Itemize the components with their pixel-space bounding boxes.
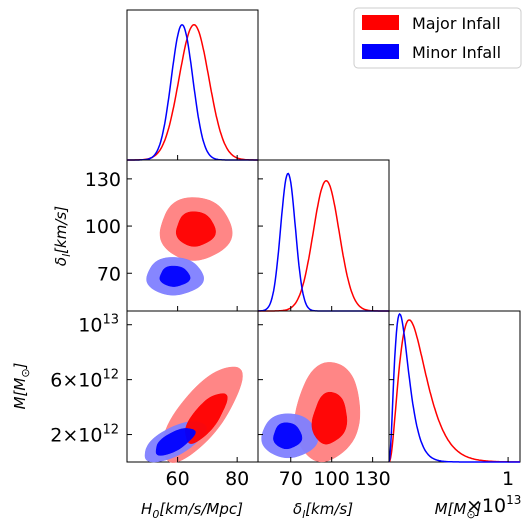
marginal-M-major — [388, 319, 520, 463]
xlabel-delta: δl[km/s] — [293, 500, 353, 521]
ytick-label-M-2: 1013 — [78, 313, 119, 337]
legend-swatch-minor — [362, 44, 399, 59]
axis-labels: 60 80 70 100 130 1701001302×10126×10121013H0[… — [11, 169, 521, 521]
contour68-delta-M-minor — [273, 422, 303, 450]
ytick-label-M-1: 6×1012 — [50, 368, 119, 392]
diag-frame-M — [388, 310, 521, 463]
xtick-label-M-0: 1 — [502, 468, 514, 490]
legend-label-minor: Minor Infall — [412, 43, 501, 62]
marginal-H0-major — [127, 24, 258, 161]
legend-swatch-major — [362, 15, 399, 30]
ylabel-delta: δl[km/s] — [52, 206, 73, 266]
ylabel-M: M[M⊙] — [11, 362, 32, 409]
diag-frame-H0 — [126, 9, 259, 161]
contour68-H0-delta-minor — [159, 265, 191, 287]
ytick-label-M-0: 2×1012 — [50, 423, 119, 447]
marginal-M-minor — [388, 312, 520, 463]
xtick-label-delta-2: 130 — [354, 468, 390, 490]
legend-label-major: Major Infall — [412, 14, 501, 33]
xlabel-M: M[M⊙] — [435, 500, 482, 521]
contour68-H0-delta-major — [175, 211, 216, 247]
xtick-label-delta-0: 70 — [279, 468, 303, 490]
marginal-H0-minor — [127, 23, 258, 161]
xtick-label-H0-0: 60 — [166, 468, 190, 490]
ytick-label-delta-2: 130 — [85, 169, 121, 191]
xtick-label-H0-1: 80 — [225, 468, 249, 490]
marginal-delta-minor — [257, 172, 389, 312]
xtick-label-delta-1: 100 — [314, 468, 350, 490]
legend: Major Infall Minor Infall — [353, 7, 522, 69]
offset-text-M: ×1013 — [466, 493, 521, 517]
contour68-delta-M-major — [311, 391, 348, 445]
ytick-label-delta-0: 70 — [97, 263, 121, 285]
ytick-label-delta-1: 100 — [85, 216, 121, 238]
marginal-delta-major — [258, 180, 389, 312]
xlabel-H0: H0[km/s/Mpc] — [141, 500, 243, 521]
contour68-H0-M-minor — [155, 428, 196, 456]
panels — [126, 9, 521, 463]
